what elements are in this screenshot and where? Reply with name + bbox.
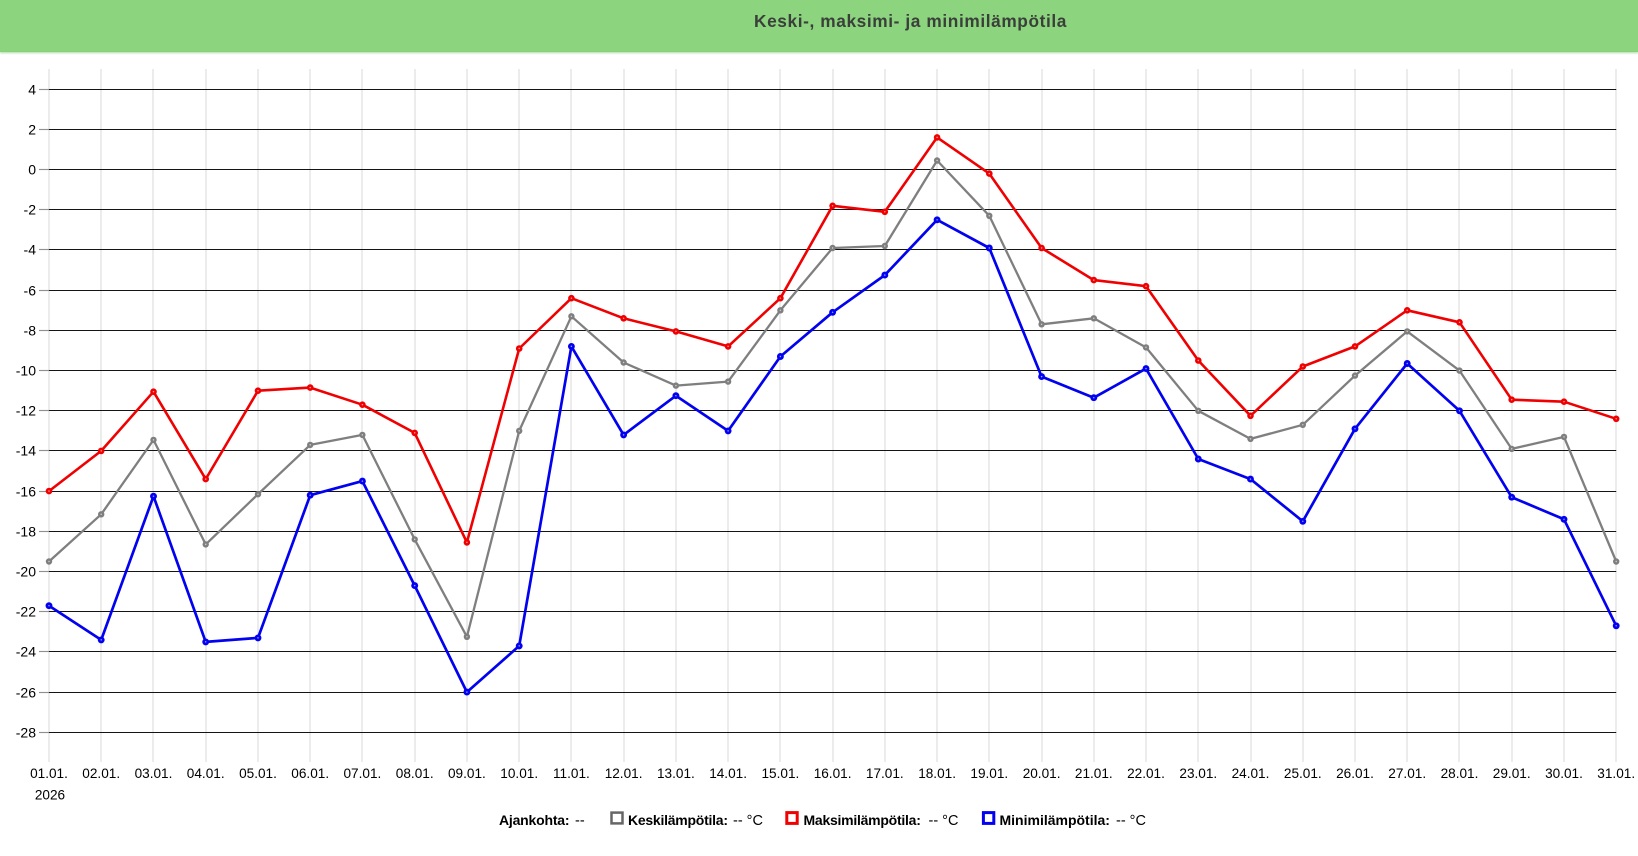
svg-text:18.01.: 18.01. <box>918 766 956 781</box>
svg-text:26.01.: 26.01. <box>1336 766 1374 781</box>
svg-text:Minimilämpötila:: Minimilämpötila: <box>1000 812 1110 828</box>
svg-text:04.01.: 04.01. <box>187 766 225 781</box>
svg-text:29.01.: 29.01. <box>1493 766 1531 781</box>
svg-text:09.01.: 09.01. <box>448 766 486 781</box>
svg-text:-2: -2 <box>24 202 37 218</box>
svg-text:30.01.: 30.01. <box>1545 766 1583 781</box>
svg-text:19.01.: 19.01. <box>970 766 1008 781</box>
svg-text:25.01.: 25.01. <box>1284 766 1322 781</box>
svg-text:-26: -26 <box>16 685 36 701</box>
svg-text:-- °C: -- °C <box>1116 813 1146 829</box>
svg-text:17.01.: 17.01. <box>866 766 904 781</box>
svg-text:10.01.: 10.01. <box>500 766 538 781</box>
svg-text:23.01.: 23.01. <box>1179 766 1217 781</box>
svg-text:01.01.: 01.01. <box>30 766 68 781</box>
svg-text:Ajankohta:: Ajankohta: <box>499 812 569 828</box>
svg-text:27.01.: 27.01. <box>1388 766 1426 781</box>
svg-text:31.01.: 31.01. <box>1597 766 1635 781</box>
svg-text:13.01.: 13.01. <box>657 766 695 781</box>
svg-text:2026: 2026 <box>35 788 65 803</box>
svg-text:02.01.: 02.01. <box>82 766 120 781</box>
svg-text:-8: -8 <box>24 323 37 339</box>
svg-text:-12: -12 <box>16 403 36 419</box>
svg-text:07.01.: 07.01. <box>344 766 382 781</box>
svg-text:06.01.: 06.01. <box>291 766 329 781</box>
svg-text:-28: -28 <box>16 725 36 741</box>
svg-text:20.01.: 20.01. <box>1023 766 1061 781</box>
svg-text:03.01.: 03.01. <box>135 766 173 781</box>
svg-text:05.01.: 05.01. <box>239 766 277 781</box>
svg-text:22.01.: 22.01. <box>1127 766 1165 781</box>
svg-text:-14: -14 <box>16 443 36 459</box>
svg-text:-- °C: -- °C <box>929 813 959 829</box>
svg-text:21.01.: 21.01. <box>1075 766 1113 781</box>
svg-text:14.01.: 14.01. <box>709 766 747 781</box>
svg-text:28.01.: 28.01. <box>1441 766 1479 781</box>
svg-text:-16: -16 <box>16 484 36 500</box>
svg-text:12.01.: 12.01. <box>605 766 643 781</box>
svg-text:-18: -18 <box>16 524 36 540</box>
svg-text:Maksimilämpötila:: Maksimilämpötila: <box>804 812 921 828</box>
svg-text:--: -- <box>575 813 585 829</box>
svg-text:Keskilämpötila:: Keskilämpötila: <box>628 812 728 828</box>
svg-text:16.01.: 16.01. <box>814 766 852 781</box>
svg-text:-24: -24 <box>16 644 36 660</box>
svg-text:08.01.: 08.01. <box>396 766 434 781</box>
svg-text:-6: -6 <box>24 283 37 299</box>
svg-text:-10: -10 <box>16 363 36 379</box>
svg-text:-4: -4 <box>24 242 37 258</box>
svg-text:24.01.: 24.01. <box>1232 766 1270 781</box>
svg-text:15.01.: 15.01. <box>762 766 800 781</box>
svg-text:-- °C: -- °C <box>733 813 763 829</box>
svg-text:4: 4 <box>28 82 36 98</box>
svg-text:11.01.: 11.01. <box>553 766 590 781</box>
svg-text:0: 0 <box>28 162 36 178</box>
svg-text:-22: -22 <box>16 604 36 620</box>
svg-text:-20: -20 <box>16 564 36 580</box>
svg-text:2: 2 <box>28 122 36 138</box>
